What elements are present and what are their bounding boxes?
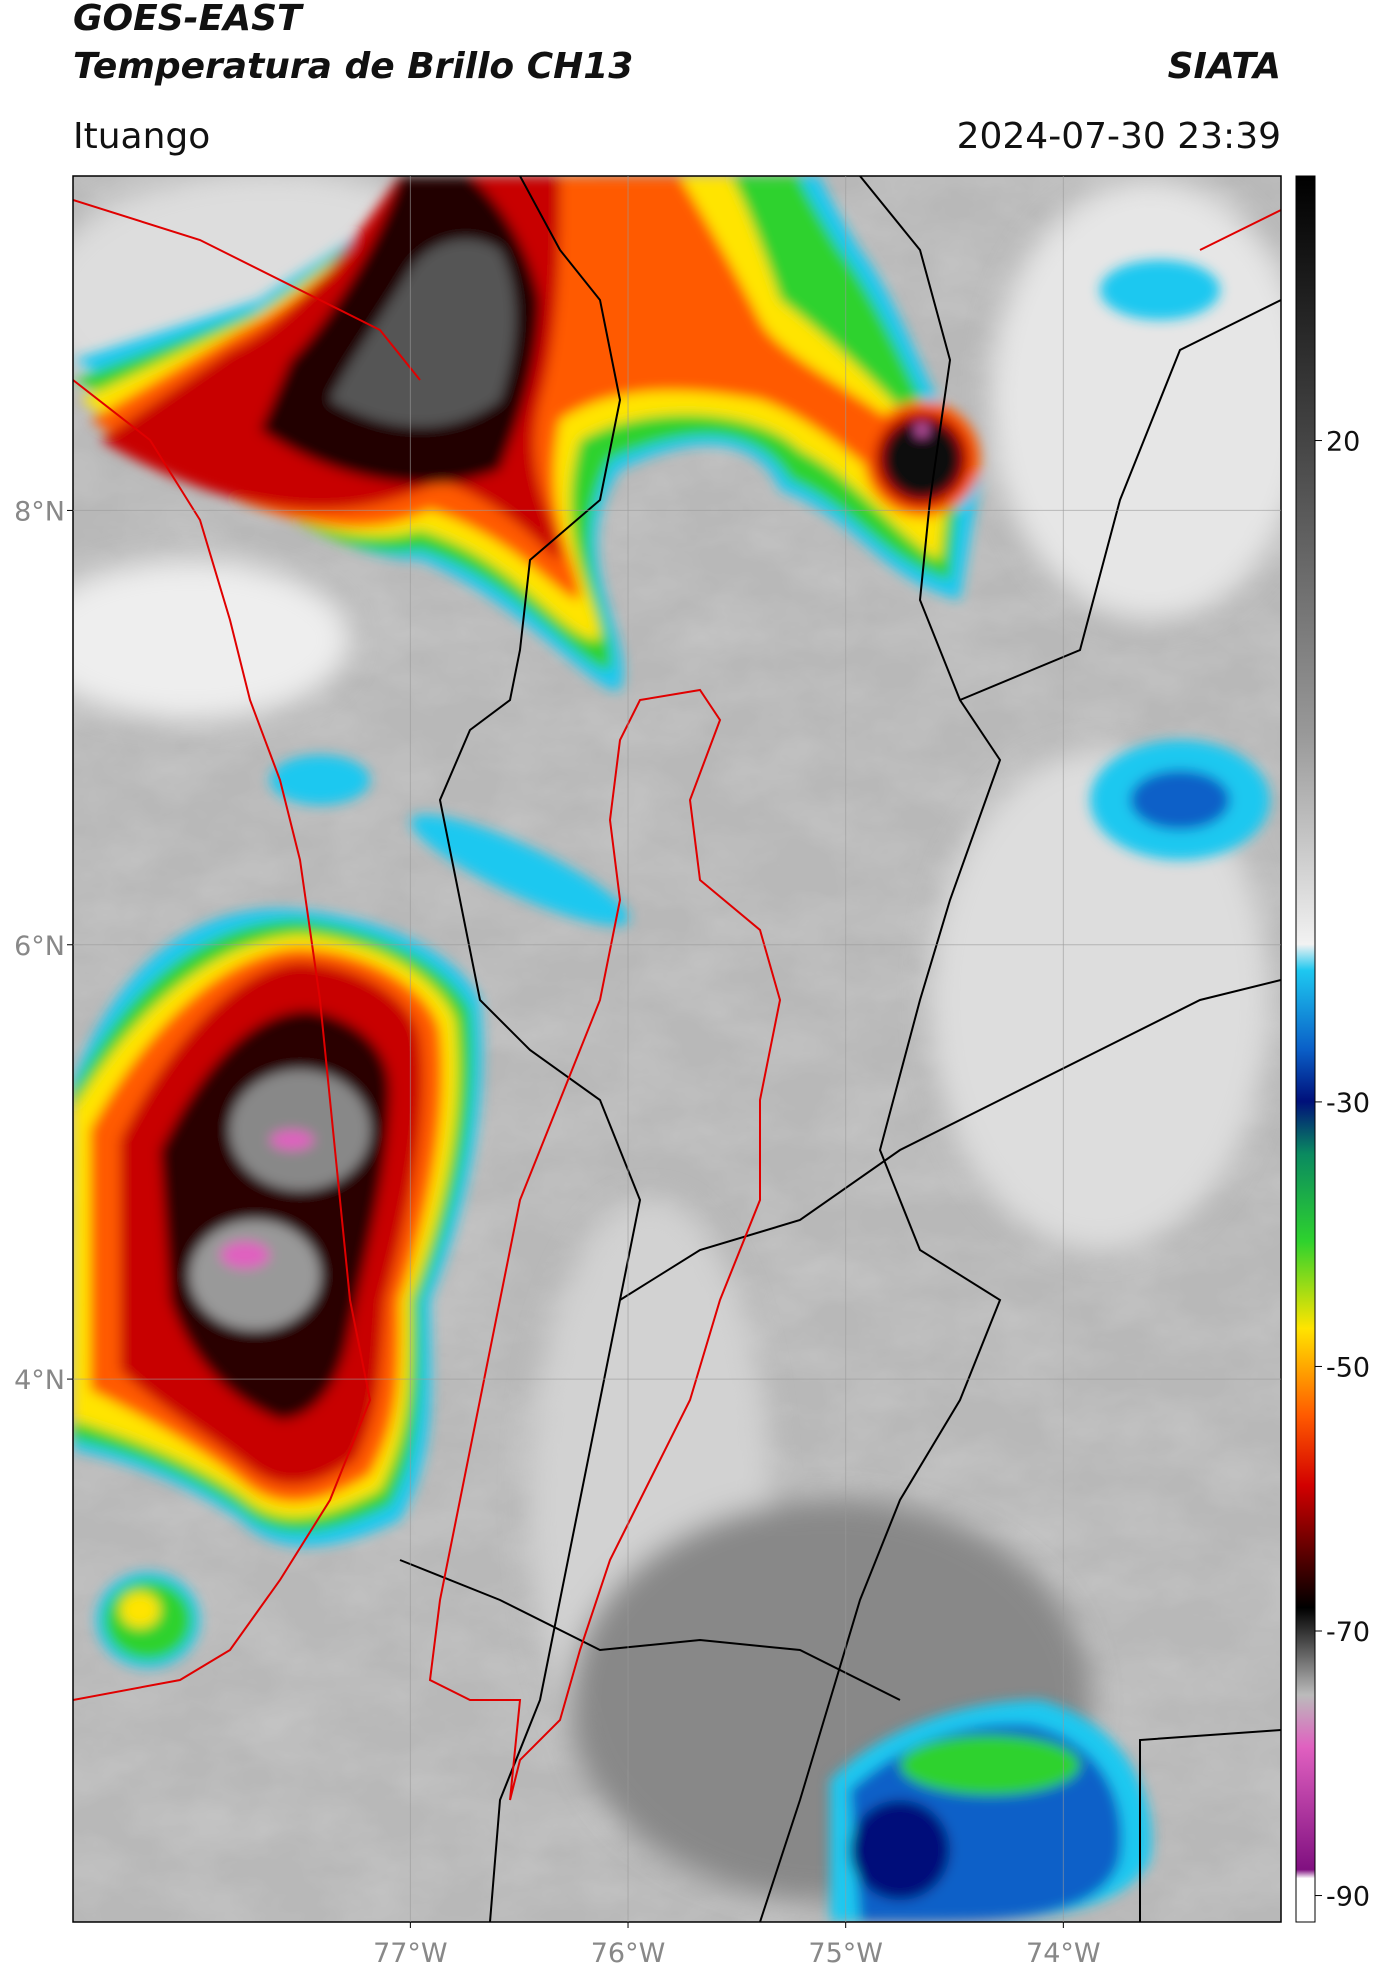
y-tick-label: 6°N bbox=[14, 931, 65, 962]
x-tick-label: 77°W bbox=[373, 1938, 448, 1969]
subtitle: Temperatura de Brillo CH13 bbox=[73, 46, 633, 87]
location: Ituango bbox=[73, 116, 210, 157]
colorbar bbox=[1295, 175, 1316, 1923]
y-tick-label: 8°N bbox=[14, 496, 65, 527]
source: SIATA bbox=[1168, 46, 1281, 87]
x-tick-label: 76°W bbox=[591, 1938, 666, 1969]
colorbar-tick-label: -70 bbox=[1326, 1617, 1370, 1648]
y-tick-label: 4°N bbox=[14, 1365, 65, 1396]
title: GOES-EAST bbox=[73, 0, 304, 39]
x-tick-label: 75°W bbox=[808, 1938, 883, 1969]
colorbar-tick-label: -50 bbox=[1326, 1352, 1370, 1383]
map-image bbox=[73, 176, 1281, 1922]
colorbar-tick-label: -30 bbox=[1326, 1088, 1370, 1119]
colorbar-tick-label: -90 bbox=[1326, 1882, 1370, 1913]
map-frame bbox=[72, 175, 1282, 1923]
colorbar-tick-label: 20 bbox=[1326, 427, 1360, 458]
timestamp: 2024-07-30 23:39 bbox=[957, 116, 1281, 157]
x-tick-label: 74°W bbox=[1026, 1938, 1101, 1969]
